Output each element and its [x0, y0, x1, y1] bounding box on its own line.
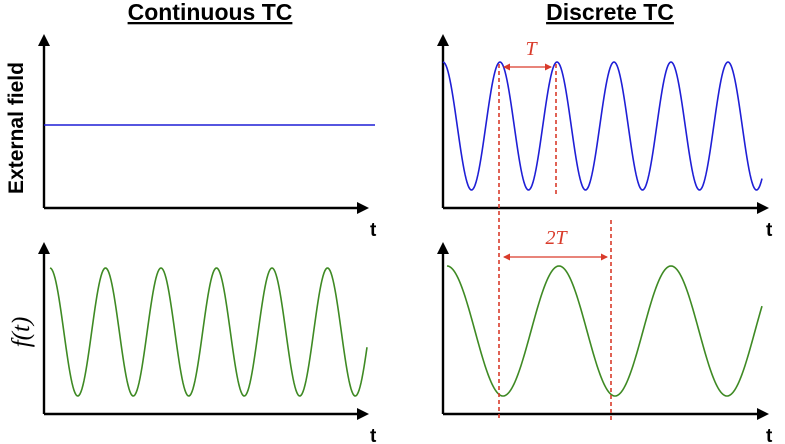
arrowhead-icon: [545, 63, 552, 71]
x-axis-label: t: [370, 220, 377, 241]
x-axis-arrow-icon: [757, 202, 769, 214]
periodic-field-wave: [442, 61, 763, 191]
panel-continuous-response: t: [38, 242, 377, 444]
ylabel-external-field: External field: [5, 62, 28, 194]
x-axis-arrow-icon: [357, 202, 369, 214]
arrowhead-icon: [601, 253, 608, 261]
period-annotations: T 2T: [498, 38, 612, 420]
arrowhead-icon: [503, 63, 510, 71]
heading-discrete-tc: Discrete TC: [546, 0, 674, 25]
y-axis-arrow-icon: [437, 242, 449, 254]
x-axis-arrow-icon: [757, 408, 769, 420]
continuous-response-wave: [49, 267, 368, 397]
panel-discrete-response: t: [437, 242, 773, 444]
y-axis-arrow-icon: [38, 242, 50, 254]
arrowhead-icon: [503, 253, 510, 261]
y-axis-arrow-icon: [38, 34, 50, 46]
x-axis-label: t: [370, 426, 377, 444]
double-period-label: 2T: [545, 227, 568, 249]
panel-discrete-field: t: [437, 34, 773, 241]
period-label: T: [525, 38, 538, 60]
x-axis-label: t: [766, 426, 773, 444]
heading-continuous-tc: Continuous TC: [128, 0, 293, 25]
panel-continuous-field: t: [38, 34, 377, 241]
y-axis-arrow-icon: [437, 34, 449, 46]
ylabel-f-of-t: f(t): [8, 317, 35, 348]
x-axis-arrow-icon: [357, 408, 369, 420]
x-axis-label: t: [766, 220, 773, 241]
period-doubled-response-wave: [446, 265, 763, 397]
